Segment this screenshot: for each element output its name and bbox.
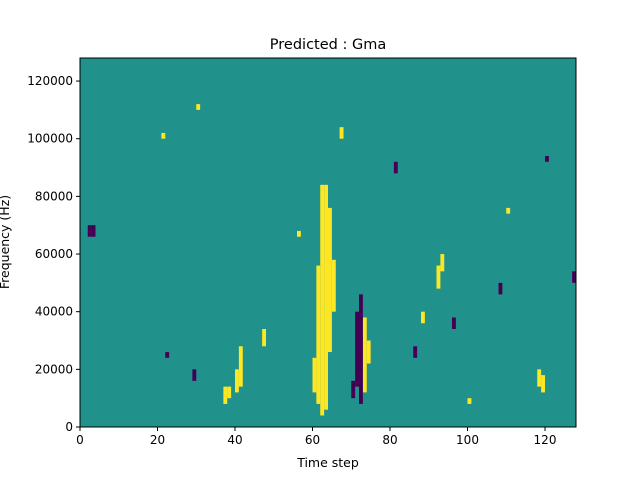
heatmap-cell — [328, 207, 332, 353]
heatmap-cell — [436, 265, 441, 289]
y-tick-label: 0 — [65, 420, 73, 434]
heatmap-cell — [452, 317, 456, 329]
heatmap-cell — [498, 282, 503, 295]
plot-frame — [79, 57, 577, 428]
y-tick-label: 100000 — [27, 132, 73, 146]
y-tick-label: 20000 — [35, 362, 73, 376]
heatmap-cell — [91, 225, 96, 237]
heatmap-cell — [413, 346, 418, 358]
y-axis-label: Frequency (Hz) — [0, 195, 12, 289]
chart-title: Predicted : Gma — [270, 37, 386, 53]
x-tick-label: 0 — [76, 433, 84, 447]
heatmap-cell — [359, 294, 363, 404]
y-axis-ticks: 0 20000 40000 60000 80000 100000 120000 — [27, 74, 80, 434]
heatmap-cell — [440, 254, 445, 272]
heatmap-cell — [421, 311, 425, 324]
heatmap-cell — [339, 127, 344, 139]
heatmap-cells — [80, 58, 576, 427]
x-tick-label: 100 — [456, 433, 479, 447]
heatmap-cell — [324, 184, 328, 410]
heatmap-cell — [541, 375, 545, 393]
x-tick-label: 120 — [534, 433, 557, 447]
x-tick-label: 40 — [227, 433, 242, 447]
y-tick-label: 80000 — [35, 189, 73, 203]
x-tick-label: 60 — [305, 433, 320, 447]
heatmap-cell — [192, 369, 197, 381]
heatmap-cell — [262, 328, 266, 347]
heatmap-cell — [572, 271, 576, 283]
heatmap-cell — [161, 132, 166, 139]
y-tick-label: 60000 — [35, 247, 73, 261]
heatmap-cell — [196, 104, 201, 110]
heatmap-cell — [312, 357, 317, 393]
x-axis-label: Time step — [296, 455, 359, 470]
x-tick-label: 20 — [150, 433, 165, 447]
heatmap-cell — [355, 311, 359, 387]
heatmap-cell — [223, 386, 228, 404]
heatmap-cell — [227, 386, 232, 399]
x-axis-ticks: 0 20 40 60 80 100 120 — [76, 427, 556, 447]
heatmap-cell — [331, 259, 336, 312]
heatmap-cell — [297, 230, 301, 237]
heatmap-cell — [320, 184, 325, 416]
heatmap-cell — [238, 346, 243, 387]
heatmap-cell — [362, 317, 367, 393]
heatmap-cell — [351, 380, 356, 399]
heatmap-cell — [316, 265, 321, 404]
x-tick-label: 80 — [382, 433, 397, 447]
heatmap-cell — [467, 398, 472, 404]
heatmap-cell — [537, 369, 542, 387]
heatmap-cell — [235, 369, 239, 393]
heatmap-cell — [165, 352, 170, 358]
heatmap-cell — [366, 340, 371, 364]
heatmap-cell — [87, 225, 92, 237]
heatmap-cell — [545, 156, 549, 162]
y-tick-label: 120000 — [27, 74, 73, 88]
heatmap-cell — [506, 207, 511, 214]
y-tick-label: 40000 — [35, 305, 73, 319]
heatmap-cell — [393, 161, 398, 174]
